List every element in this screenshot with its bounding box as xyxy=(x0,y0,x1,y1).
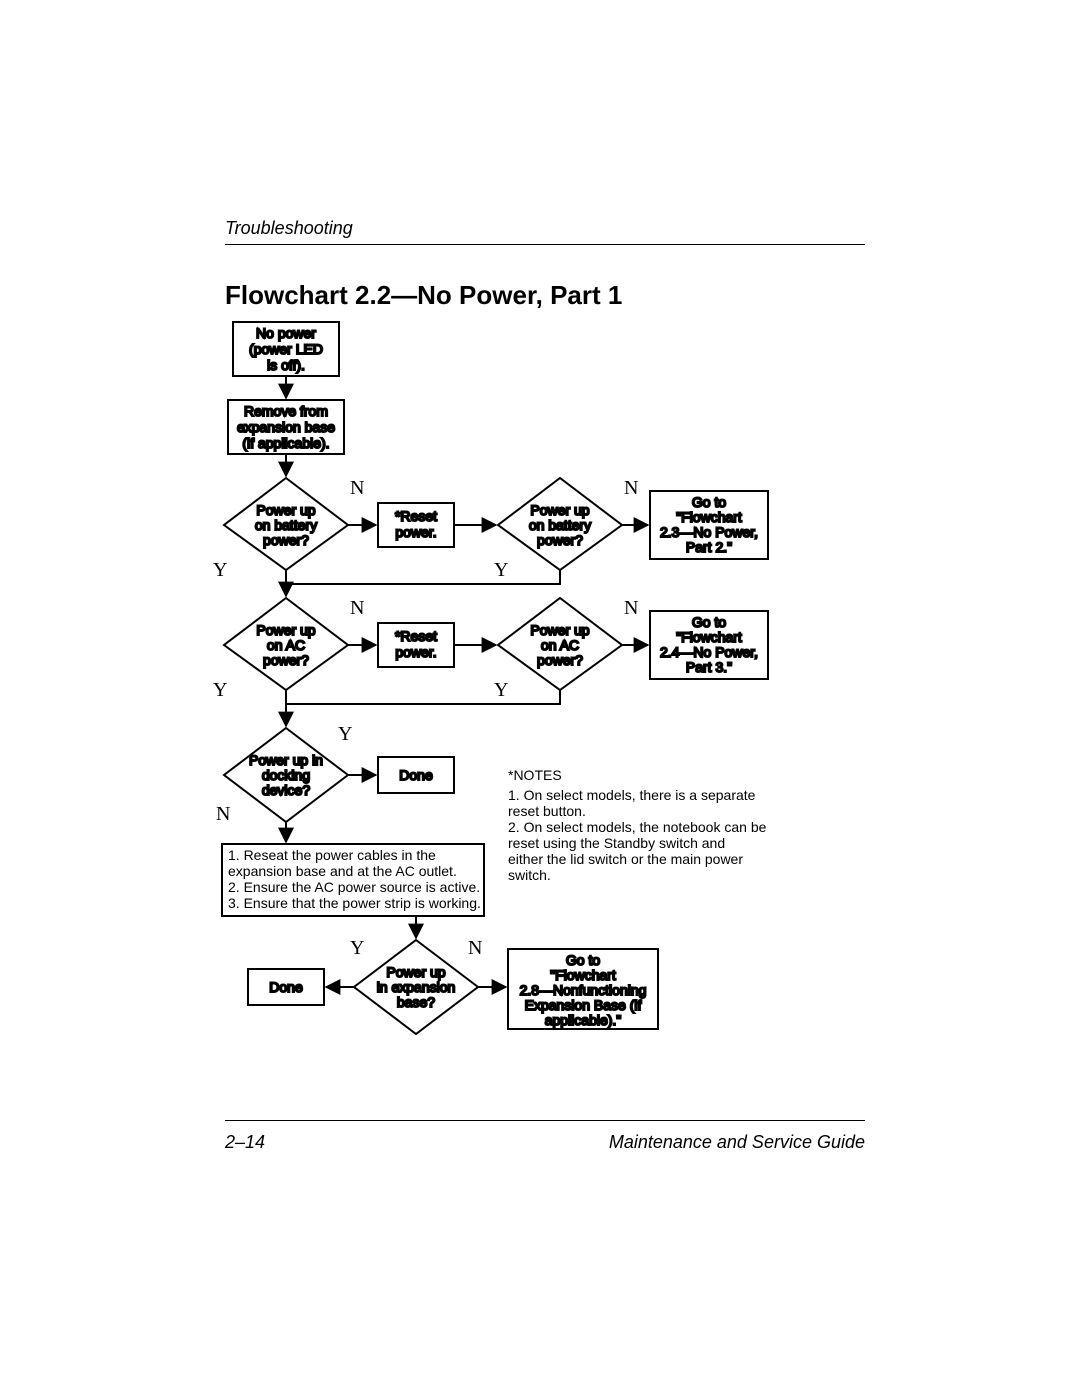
notes-l2: reset button. xyxy=(508,803,586,819)
batt2-l1: Power up xyxy=(530,502,589,518)
dock-l2: docking xyxy=(262,767,310,783)
goto23-link2: 2.3—No Power, xyxy=(660,524,758,540)
page: Troubleshooting Flowchart 2.2—No Power, … xyxy=(0,0,1080,1397)
ts-l1: 1. Reseat the power cables in the xyxy=(228,847,436,863)
label-n4: N xyxy=(624,597,638,619)
ac2-l2: on AC xyxy=(541,637,579,653)
ts-l4: 3. Ensure that the power strip is workin… xyxy=(228,895,481,911)
goto23-link3: Part 2." xyxy=(686,539,732,555)
goto28-l1: "Flowchart xyxy=(550,967,616,983)
ts-l2: expansion base and at the AC outlet. xyxy=(228,863,457,879)
goto23-pre: Go to xyxy=(692,494,726,510)
dock-l1: Power up in xyxy=(249,752,323,768)
batt1-l1: Power up xyxy=(256,502,315,518)
exp-l2: in expansion xyxy=(377,979,456,995)
goto28-l2: 2.8—Nonfunctioning xyxy=(520,982,647,998)
ac2-l1: Power up xyxy=(530,622,589,638)
start-l3: is off). xyxy=(267,357,305,373)
ac1-l2: on AC xyxy=(267,637,305,653)
reset2-l2: power. xyxy=(395,644,436,660)
ac2-l3: power? xyxy=(537,652,583,668)
goto28-pre: Go to xyxy=(566,952,600,968)
notes-l6: switch. xyxy=(508,867,551,883)
label-n2: N xyxy=(624,477,638,499)
reset1-l1: *Reset xyxy=(395,508,437,524)
label-n1: N xyxy=(350,477,364,499)
label-n-dock: N xyxy=(216,803,230,825)
label-y-batt2: Y xyxy=(494,559,508,581)
batt2-l3: power? xyxy=(537,532,583,548)
start-l1: No power xyxy=(256,325,316,341)
ac1-l3: power? xyxy=(263,652,309,668)
label-n3: N xyxy=(350,597,364,619)
start-l2: (power LED xyxy=(249,341,323,357)
label-y-batt1: Y xyxy=(213,559,227,581)
goto28-l4: applicable)." xyxy=(545,1012,622,1028)
reset1-l2: power. xyxy=(395,524,436,540)
batt2-l2: on battery xyxy=(529,517,591,533)
goto24-link2: 2.4—No Power, xyxy=(660,644,758,660)
ts-l3: 2. Ensure the AC power source is active. xyxy=(228,879,480,895)
remove-l1: Remove from xyxy=(244,403,328,419)
goto24-pre: Go to xyxy=(692,614,726,630)
exp-l3: base? xyxy=(397,994,435,1010)
goto24-link3: Part 3." xyxy=(686,659,732,675)
goto23-link1: "Flowchart xyxy=(676,509,742,525)
done2: Done xyxy=(269,979,303,995)
label-y-dock: Y xyxy=(338,723,352,745)
goto24-link1: "Flowchart xyxy=(676,629,742,645)
label-n-exp: N xyxy=(468,937,482,959)
notes-l1: 1. On select models, there is a separate xyxy=(508,787,756,803)
exp-l1: Power up xyxy=(386,964,445,980)
flowchart: No power (power LED is off). Remove from… xyxy=(0,0,1080,1397)
notes-l4: reset using the Standby switch and xyxy=(508,835,725,851)
notes-l5: either the lid switch or the main power xyxy=(508,851,743,867)
goto28-l3: Expansion Base (if xyxy=(525,997,642,1013)
dock-l3: device? xyxy=(262,782,310,798)
label-y-ac1: Y xyxy=(213,679,227,701)
notes-title: *NOTES xyxy=(508,767,562,783)
batt1-l2: on battery xyxy=(255,517,317,533)
notes-l3: 2. On select models, the notebook can be xyxy=(508,819,767,835)
reset2-l1: *Reset xyxy=(395,628,437,644)
remove-l2: expansion base xyxy=(237,419,335,435)
ac1-l1: Power up xyxy=(256,622,315,638)
label-y-ac2: Y xyxy=(494,679,508,701)
remove-l3: (if applicable). xyxy=(242,435,329,451)
batt1-l3: power? xyxy=(263,532,309,548)
label-y-exp: Y xyxy=(350,937,364,959)
done1: Done xyxy=(399,767,433,783)
